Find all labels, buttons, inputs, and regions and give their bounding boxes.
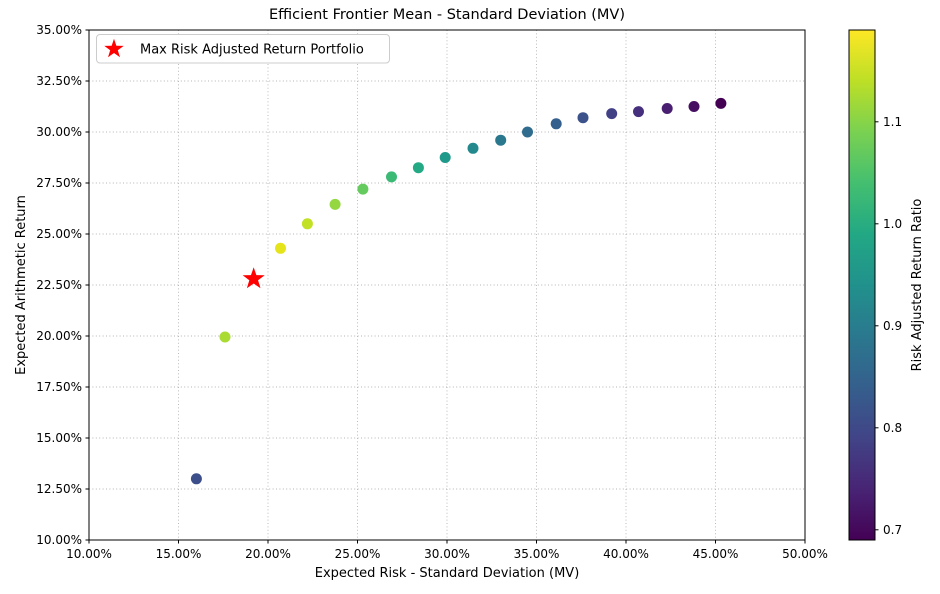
scatter-point-portfolio	[467, 142, 479, 154]
scatter-point-portfolio	[715, 97, 727, 109]
colorbar-tick-label: 0.9	[883, 319, 902, 333]
legend: Max Risk Adjusted Return Portfolio	[96, 34, 390, 64]
scatter-point-portfolio	[661, 103, 673, 114]
y-axis-label: Expected Arithmetic Return	[14, 195, 29, 375]
y-tick-label: 32.50%	[36, 74, 82, 88]
colorbar-tick-label: 0.7	[883, 523, 902, 537]
scatter-point-portfolio	[412, 162, 424, 174]
y-tick-label: 30.00%	[36, 125, 82, 139]
x-tick-label: 35.00%	[514, 547, 560, 561]
axis-ticks-layer: 10.00% 15.00% 20.00% 25.00% 30.00% 35.00% 40.0…	[36, 23, 828, 561]
x-tick-label: 25.00%	[335, 547, 381, 561]
scatter-point-portfolio	[439, 152, 451, 163]
scatter-point-portfolio	[301, 218, 313, 230]
scatter-point-portfolio	[688, 101, 700, 112]
colorbar-tick-label: 1.1	[883, 115, 902, 129]
y-tick-label: 22.50%	[36, 278, 82, 292]
y-tick-label: 12.50%	[36, 482, 82, 496]
legend-star-icon	[104, 38, 124, 58]
scatter-point-portfolio	[550, 118, 562, 130]
x-tick-label: 40.00%	[603, 547, 649, 561]
scatter-point-portfolio	[386, 171, 397, 183]
y-tick-label: 20.00%	[36, 329, 82, 343]
scatter-point-portfolio	[522, 126, 533, 138]
scatter-point-portfolio	[219, 331, 231, 343]
max-risk-adjusted-star-marker	[242, 267, 265, 289]
colorbar-tick-label: 1.0	[883, 217, 902, 231]
chart-title: Efficient Frontier Mean - Standard Devia…	[269, 7, 625, 23]
scatter-point-portfolio	[606, 108, 618, 120]
colorbar-gradient	[848, 29, 876, 541]
y-tick-label: 17.50%	[36, 380, 82, 394]
scatter-points-layer	[190, 97, 727, 485]
scatter-point-portfolio	[329, 198, 341, 210]
colorbar-label: Risk Adjusted Return Ratio	[910, 199, 925, 372]
scatter-point-portfolio	[275, 242, 286, 254]
y-tick-label: 25.00%	[36, 227, 82, 241]
x-tick-label: 50.00%	[782, 547, 828, 561]
grid-layer	[89, 30, 805, 540]
x-axis-label: Expected Risk - Standard Deviation (MV)	[315, 566, 580, 581]
y-tick-label: 15.00%	[36, 431, 82, 445]
x-tick-label: 10.00%	[66, 547, 112, 561]
scatter-point-portfolio	[633, 106, 644, 118]
colorbar-ticks: 0.7 0.8 0.9 1.0 1.1	[875, 115, 902, 537]
scatter-point-portfolio	[495, 134, 507, 146]
scatter-point-portfolio	[577, 112, 589, 124]
x-tick-label: 15.00%	[156, 547, 202, 561]
y-tick-label: 27.50%	[36, 176, 82, 190]
x-tick-label: 20.00%	[245, 547, 291, 561]
scatter-point-portfolio	[190, 473, 202, 485]
x-tick-label: 45.00%	[693, 547, 739, 561]
legend-box	[96, 34, 390, 64]
legend-label: Max Risk Adjusted Return Portfolio	[140, 43, 364, 58]
scatter-point-portfolio	[357, 183, 369, 195]
colorbar: 0.7 0.8 0.9 1.0 1.1 Risk Adjusted Return Rat…	[848, 29, 925, 541]
x-tick-label: 30.00%	[424, 547, 470, 561]
colorbar-tick-label: 0.8	[883, 421, 902, 435]
y-tick-label: 35.00%	[36, 23, 82, 37]
y-tick-label: 10.00%	[36, 533, 82, 547]
